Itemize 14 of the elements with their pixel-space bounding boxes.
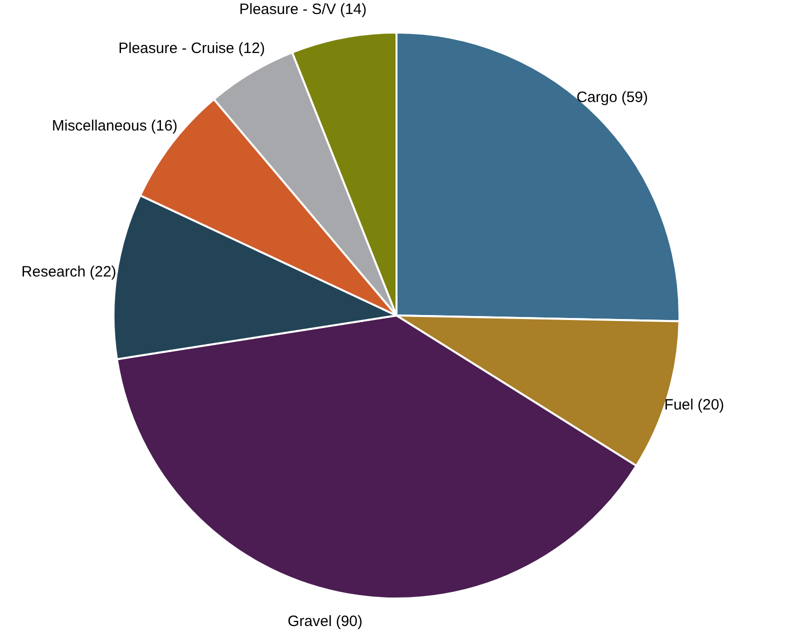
slice-label: Gravel bbox=[288, 613, 332, 630]
slice-label: Fuel bbox=[664, 396, 694, 414]
data-label: (16) bbox=[150, 118, 178, 135]
slice-label: Research bbox=[21, 263, 86, 280]
slice-label: Pleasure - Cruise bbox=[118, 40, 234, 57]
data-label: (14) bbox=[340, 1, 367, 18]
data-label: (59) bbox=[621, 89, 648, 106]
data-label: (22) bbox=[90, 263, 116, 280]
slice-label: Cargo bbox=[576, 89, 618, 106]
data-label: (90) bbox=[336, 613, 363, 630]
slice-label: Pleasure - S/V bbox=[239, 1, 336, 18]
data-label: (12) bbox=[238, 40, 265, 57]
data-label: (20) bbox=[697, 396, 724, 414]
slice-label: Miscellaneous bbox=[52, 118, 147, 135]
